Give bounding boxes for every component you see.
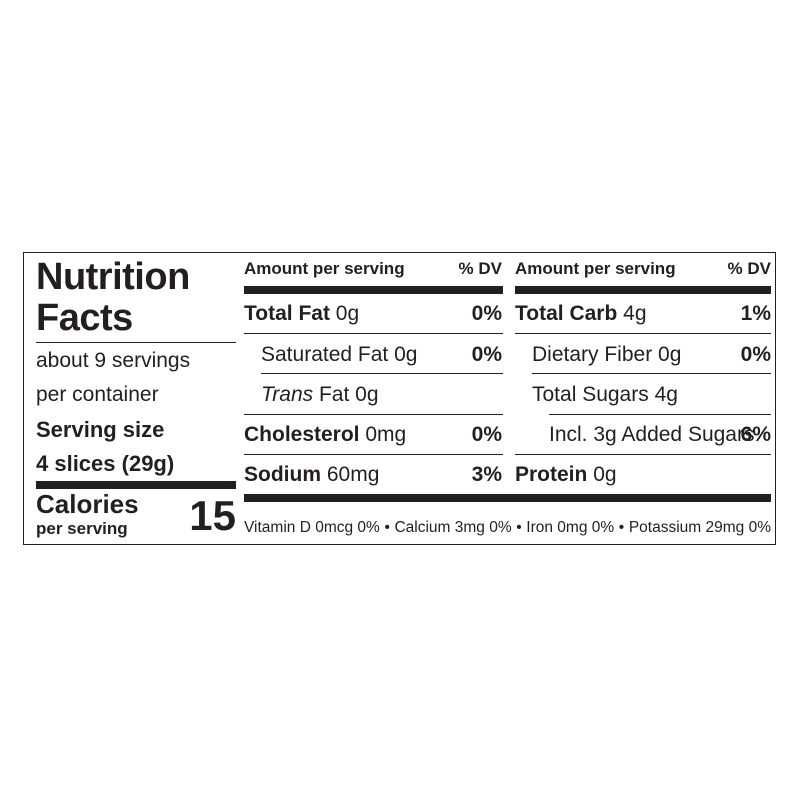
saturated-fat-amount: 0g	[394, 343, 418, 366]
trans-fat-row: Trans Fat 0g	[261, 383, 379, 407]
iron: Iron 0mg 0%	[526, 519, 615, 536]
sodium-amount: 60mg	[326, 463, 380, 486]
total-sugars-name: Total Sugars	[532, 383, 649, 406]
total-fat-row: Total Fat 0g	[244, 302, 359, 326]
added-sugars-name: Incl. 3g Added Sugars	[549, 423, 755, 446]
divider	[549, 414, 771, 415]
total-fat-name: Total Fat	[244, 302, 330, 325]
total-fat-dv: 0%	[471, 302, 502, 325]
total-carb-name: Total Carb	[515, 302, 618, 325]
cholesterol-name: Cholesterol	[244, 423, 360, 446]
protein-amount: 0g	[593, 463, 617, 486]
servings-per-container-line-1: about 9 servings	[36, 349, 191, 372]
vitamins-line: Vitamin D 0mcg 0% • Calcium 3mg 0% • Iro…	[244, 519, 771, 537]
title-line-1: Nutrition	[36, 256, 190, 298]
cholesterol-amount: 0mg	[365, 423, 407, 446]
saturated-fat-name: Saturated Fat	[261, 343, 389, 366]
potassium: Potassium 29mg 0%	[628, 519, 771, 536]
trans-fat-name: Fat	[318, 383, 350, 406]
left-header-thick-rule	[244, 286, 503, 294]
saturated-fat-dv: 0%	[471, 343, 502, 366]
total-carb-dv: 1%	[740, 302, 771, 325]
total-fat-amount: 0g	[335, 302, 360, 325]
vitamin-d: Vitamin D 0mcg 0%	[244, 519, 380, 536]
serving-size-value: 4 slices (29g)	[36, 451, 175, 476]
protein-row: Protein 0g	[515, 463, 617, 487]
cholesterol-row: Cholesterol 0mg	[244, 423, 406, 447]
added-sugars-dv: 6%	[740, 423, 771, 446]
divider	[261, 373, 503, 374]
calories-per-serving: per serving	[36, 519, 128, 538]
total-sugars-row: Total Sugars 4g	[532, 383, 678, 407]
sodium-name: Sodium	[244, 463, 321, 486]
dietary-fiber-amount: 0g	[658, 343, 682, 366]
vitamins-thick-rule	[244, 494, 771, 502]
bullet-separator: •	[384, 519, 390, 536]
total-carb-row: Total Carb 4g	[515, 302, 647, 326]
trans-fat-italic: Trans	[261, 383, 314, 406]
calcium: Calcium 3mg 0%	[394, 519, 512, 536]
left-header-amount: Amount per serving	[244, 259, 405, 278]
cholesterol-dv: 0%	[471, 423, 502, 446]
total-carb-amount: 4g	[623, 302, 647, 325]
servings-per-container-line-2: per container	[36, 383, 159, 406]
total-sugars-amount: 4g	[654, 383, 678, 406]
title-divider	[36, 342, 236, 343]
calories-value: 15	[189, 492, 236, 539]
trans-fat-amount: 0g	[355, 383, 379, 406]
title-line-2: Facts	[36, 297, 133, 339]
bullet-separator: •	[516, 519, 522, 536]
serving-size-thick-rule	[36, 481, 236, 489]
calories-label: Calories	[36, 489, 139, 519]
dietary-fiber-dv: 0%	[740, 343, 771, 366]
divider	[244, 454, 503, 455]
left-header-dv: % DV	[458, 259, 502, 278]
right-header-dv: % DV	[727, 259, 771, 278]
protein-name: Protein	[515, 463, 588, 486]
divider	[515, 454, 771, 455]
sodium-row: Sodium 60mg	[244, 463, 379, 487]
divider	[532, 373, 771, 374]
serving-size-label: Serving size	[36, 417, 165, 442]
added-sugars-row: Incl. 3g Added Sugars	[549, 423, 754, 447]
dietary-fiber-row: Dietary Fiber 0g	[532, 343, 681, 367]
right-header-thick-rule	[515, 286, 771, 294]
divider	[515, 333, 771, 334]
bullet-separator: •	[618, 519, 625, 536]
sodium-dv: 3%	[471, 463, 502, 486]
divider	[244, 414, 503, 415]
saturated-fat-row: Saturated Fat 0g	[261, 343, 417, 367]
right-header-amount: Amount per serving	[515, 259, 676, 278]
nutrition-facts-label: Nutrition Facts about 9 servings per con…	[23, 252, 776, 545]
dietary-fiber-name: Dietary Fiber	[532, 343, 653, 366]
divider	[244, 333, 503, 334]
